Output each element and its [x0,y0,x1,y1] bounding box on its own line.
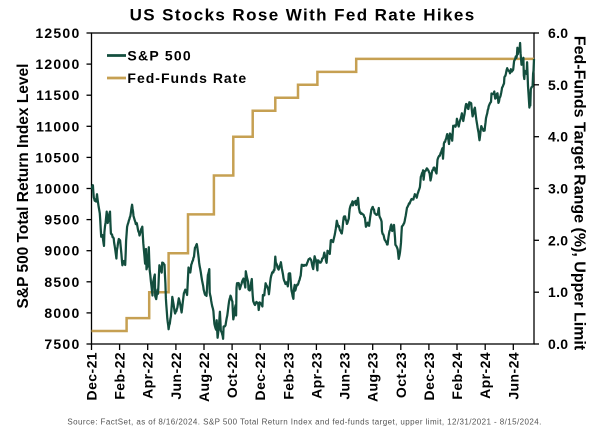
svg-text:2.0: 2.0 [548,232,568,248]
svg-text:Feb-22: Feb-22 [112,352,128,400]
svg-text:Apr-23: Apr-23 [308,352,324,399]
svg-text:11000: 11000 [36,118,80,134]
svg-text:10500: 10500 [35,149,80,165]
svg-text:Jun-24: Jun-24 [505,352,521,400]
svg-text:Feb-23: Feb-23 [280,352,296,400]
svg-text:11500: 11500 [36,87,80,103]
svg-text:Oct-23: Oct-23 [393,352,409,398]
svg-text:Source: FactSet, as of 8/16/20: Source: FactSet, as of 8/16/2024. S&P 50… [67,417,541,426]
svg-text:Dec-22: Dec-22 [252,352,268,400]
svg-text:Dec-23: Dec-23 [421,352,437,400]
svg-text:Oct-22: Oct-22 [224,352,240,398]
svg-text:9000: 9000 [44,243,80,259]
svg-text:12000: 12000 [35,56,80,72]
svg-text:1.0: 1.0 [548,284,568,300]
svg-text:Aug-23: Aug-23 [365,352,381,402]
svg-text:US Stocks Rose With Fed Rate H: US Stocks Rose With Fed Rate Hikes [130,6,476,25]
svg-text:9500: 9500 [44,212,80,228]
svg-text:7500: 7500 [44,336,80,352]
svg-text:Jun-23: Jun-23 [337,352,353,400]
svg-text:10000: 10000 [35,181,80,197]
svg-text:S&P 500: S&P 500 [127,48,192,64]
svg-text:Jun-22: Jun-22 [168,352,184,400]
svg-text:Apr-22: Apr-22 [140,352,156,399]
svg-text:6.0: 6.0 [548,25,568,41]
svg-text:12500: 12500 [35,25,80,41]
svg-text:4.0: 4.0 [548,129,568,145]
svg-text:5.0: 5.0 [548,77,568,93]
svg-text:Fed-Funds Target Range (%), Up: Fed-Funds Target Range (%), Upper Limit [570,36,587,351]
svg-text:Feb-24: Feb-24 [449,352,465,400]
svg-text:S&P 500 Total Return Index Lev: S&P 500 Total Return Index Level [15,64,32,309]
svg-text:8000: 8000 [44,305,80,321]
svg-text:Fed-Funds Rate: Fed-Funds Rate [127,70,247,86]
svg-text:Dec-21: Dec-21 [84,352,100,400]
svg-text:Apr-24: Apr-24 [477,352,493,399]
svg-text:3.0: 3.0 [548,181,568,197]
svg-text:8500: 8500 [44,274,80,290]
svg-text:Aug-22: Aug-22 [196,352,212,402]
svg-text:0.0: 0.0 [548,336,568,352]
